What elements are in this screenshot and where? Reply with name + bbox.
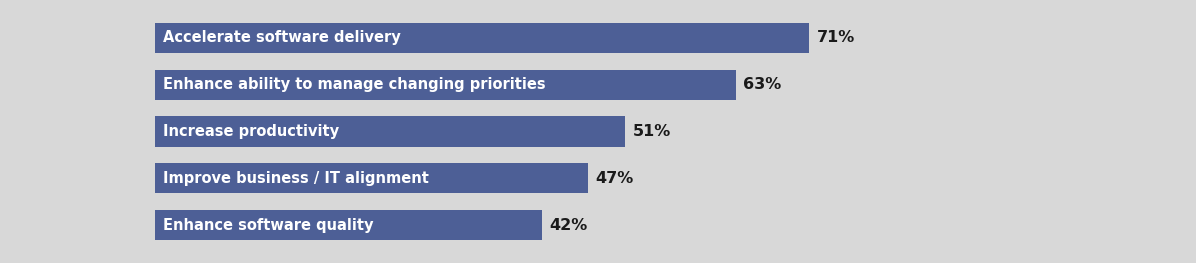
Bar [155, 117, 626, 146]
Text: Enhance ability to manage changing priorities: Enhance ability to manage changing prior… [163, 77, 545, 92]
Text: Increase productivity: Increase productivity [163, 124, 338, 139]
Text: Accelerate software delivery: Accelerate software delivery [163, 30, 401, 45]
Text: 47%: 47% [596, 171, 634, 186]
Bar [155, 23, 810, 53]
Text: Enhance software quality: Enhance software quality [163, 218, 373, 233]
Text: 42%: 42% [550, 218, 588, 233]
Text: 63%: 63% [743, 77, 781, 92]
Text: Improve business / IT alignment: Improve business / IT alignment [163, 171, 428, 186]
Bar [155, 70, 736, 100]
Text: 51%: 51% [633, 124, 671, 139]
Bar [155, 163, 588, 193]
Text: 71%: 71% [817, 30, 855, 45]
Bar [155, 210, 542, 240]
